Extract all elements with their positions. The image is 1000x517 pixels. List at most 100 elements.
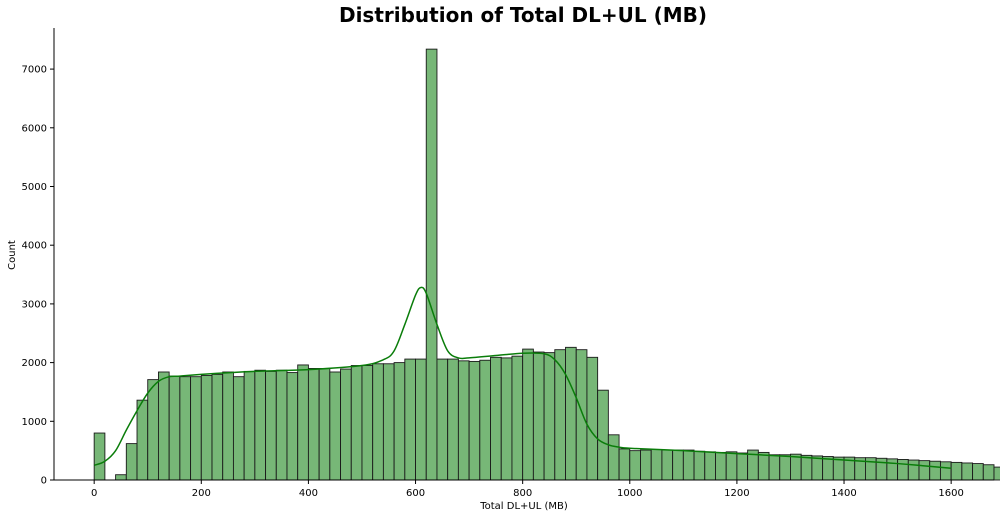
histogram-bar — [297, 364, 309, 481]
histogram-bar — [736, 452, 749, 481]
x-tick-label: 800 — [513, 488, 532, 499]
histogram-bar — [254, 369, 267, 481]
histogram-bar — [393, 362, 406, 481]
x-tick-label: 1400 — [831, 488, 856, 499]
x-tick-label: 0 — [91, 488, 97, 499]
histogram-bar — [318, 368, 331, 481]
histogram-bar — [907, 459, 920, 481]
histogram-bar — [779, 454, 791, 481]
x-axis-ticks: 0 200 400 600 800 1000 1200 1400 1600 — [91, 480, 964, 499]
histogram-bar — [511, 355, 524, 481]
x-tick-label: 200 — [192, 488, 211, 499]
histogram-bar — [629, 450, 641, 481]
histogram-bar — [340, 368, 352, 481]
histogram-bar — [790, 453, 802, 481]
histogram-bar — [147, 379, 159, 481]
histogram-bar — [168, 375, 181, 481]
histogram-bar — [757, 451, 770, 481]
histogram-bars — [93, 48, 1000, 481]
histogram-bar — [457, 360, 470, 481]
histogram-bar — [232, 376, 245, 481]
histogram-bar — [543, 352, 556, 481]
histogram-bar — [286, 372, 299, 481]
histogram-bar — [307, 368, 320, 481]
histogram-bar — [597, 389, 609, 481]
histogram-bar — [693, 450, 706, 481]
x-tick-label: 1000 — [617, 488, 642, 499]
histogram-bar — [800, 454, 813, 481]
histogram-bar — [704, 451, 716, 481]
histogram-bar — [886, 458, 899, 481]
histogram-bar — [243, 370, 256, 481]
histogram-bar — [350, 365, 363, 481]
histogram-bar — [372, 363, 384, 481]
histogram-bar — [725, 451, 738, 481]
histogram-bar — [961, 462, 974, 481]
histogram-bar — [415, 358, 427, 481]
histogram-bar — [200, 375, 213, 481]
histogram-bar — [939, 461, 952, 481]
histogram-bar — [436, 358, 449, 481]
histogram-bar — [607, 434, 620, 481]
histogram-bar — [972, 463, 984, 481]
x-tick-label: 400 — [299, 488, 318, 499]
y-tick-label: 5000 — [22, 182, 47, 193]
histogram-bar — [575, 349, 588, 481]
histogram-bar — [222, 371, 234, 481]
histogram-bar — [125, 443, 138, 481]
histogram-bar — [479, 359, 491, 481]
chart-title: Distribution of Total DL+UL (MB) — [339, 3, 707, 27]
histogram-bar — [554, 349, 566, 481]
histogram-bar — [179, 376, 192, 481]
histogram-bar — [265, 370, 277, 481]
kde-curve — [93, 286, 952, 470]
histogram-bar — [275, 369, 288, 481]
histogram-bar — [672, 449, 684, 481]
histogram-bar — [950, 461, 963, 481]
histogram-bar — [811, 455, 824, 481]
y-tick-label: 3000 — [22, 299, 47, 310]
histogram-bar — [618, 448, 631, 481]
histogram-bar — [822, 456, 834, 481]
histogram-bar — [532, 351, 545, 481]
x-tick-label: 1600 — [938, 488, 963, 499]
histogram-bar — [93, 432, 106, 481]
histogram-bar — [115, 474, 127, 481]
y-tick-label: 1000 — [22, 417, 47, 428]
histogram-bar — [190, 376, 202, 481]
histogram-bar — [768, 454, 781, 481]
histogram-bar — [382, 363, 395, 481]
histogram-bar — [136, 399, 149, 481]
x-tick-label: 1200 — [724, 488, 749, 499]
histogram-bar — [425, 48, 438, 481]
histogram-bar — [361, 365, 374, 481]
histogram-bar — [522, 348, 534, 481]
histogram-bar — [157, 371, 170, 481]
histogram-bar — [468, 360, 481, 481]
histogram-bar — [490, 356, 502, 481]
histogram-bar — [982, 464, 995, 481]
histogram-bar — [565, 346, 577, 481]
x-tick-label: 600 — [406, 488, 425, 499]
histogram-bar — [993, 466, 1000, 481]
histogram-bar — [404, 358, 416, 481]
histogram-bar — [586, 356, 599, 481]
y-axis-ticks: 0 1000 2000 3000 4000 5000 6000 7000 — [22, 65, 54, 487]
histogram-bar — [640, 449, 652, 481]
y-tick-label: 7000 — [22, 65, 47, 76]
histogram-bar — [682, 449, 695, 481]
histogram-bar — [918, 460, 931, 481]
y-tick-label: 4000 — [22, 241, 47, 252]
y-axis-label: Count — [7, 240, 18, 270]
histogram-bar — [897, 459, 909, 481]
histogram-bar — [329, 371, 342, 481]
y-tick-label: 0 — [41, 476, 47, 487]
histogram-bar — [211, 373, 224, 481]
histogram-bar — [715, 451, 727, 481]
histogram-bar — [650, 449, 663, 481]
y-tick-label: 6000 — [22, 123, 47, 134]
histogram-bar — [500, 357, 513, 481]
histogram-bar — [661, 449, 674, 481]
x-axis-label: Total DL+UL (MB) — [479, 501, 568, 512]
